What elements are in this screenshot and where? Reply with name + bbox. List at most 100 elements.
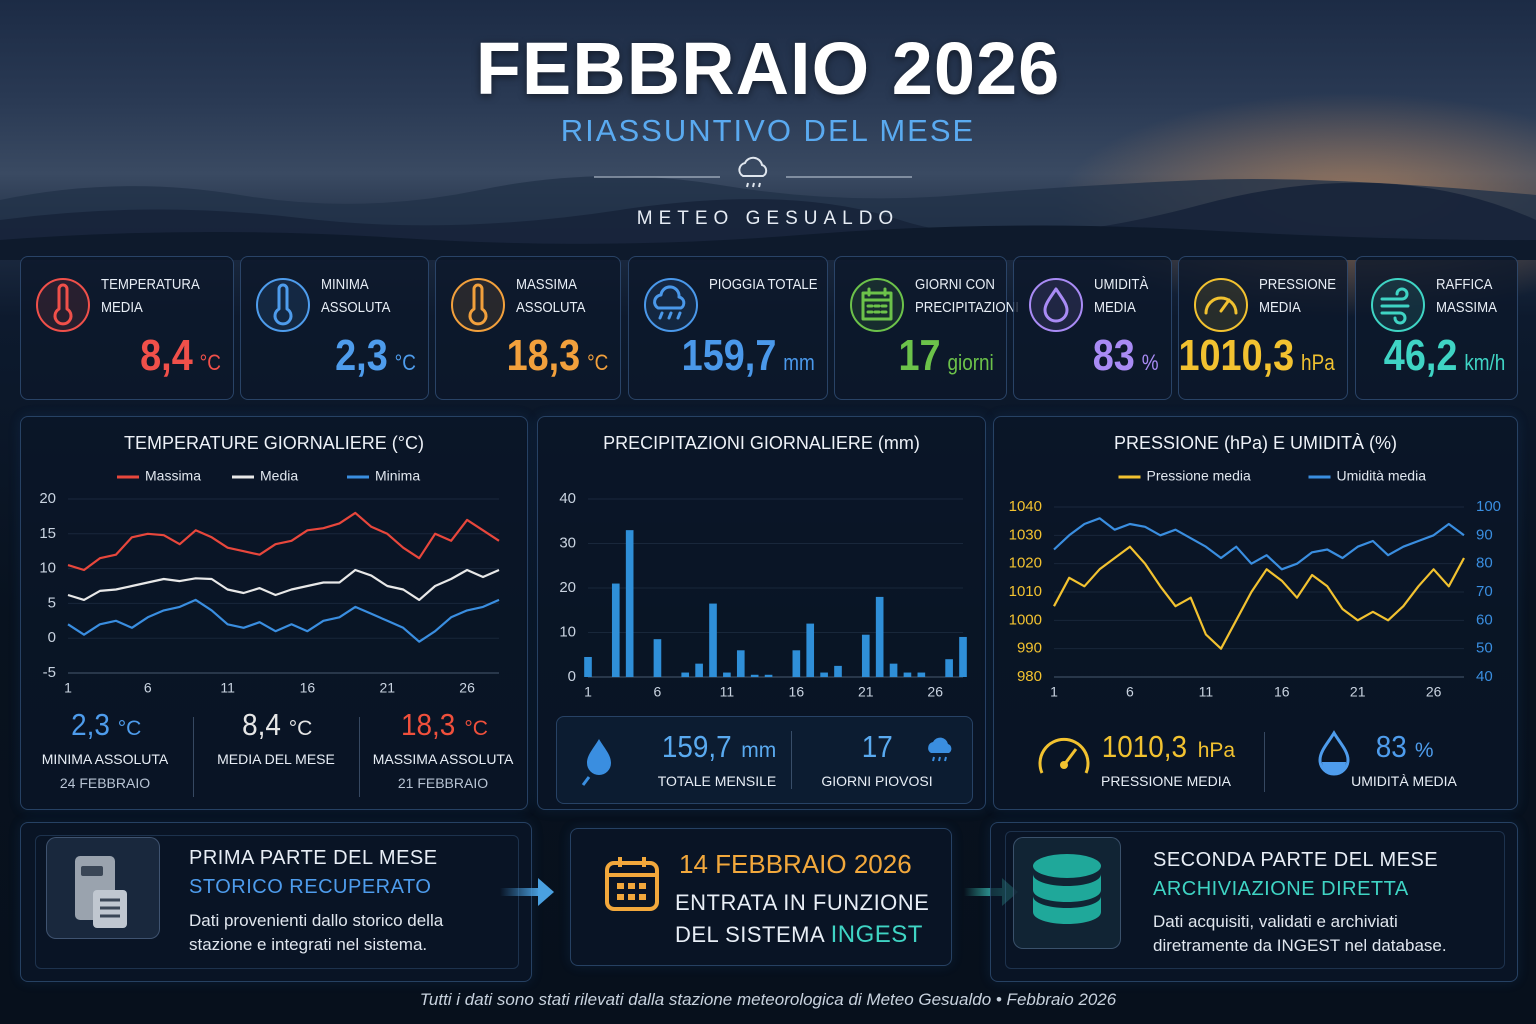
database-icon-box: [1013, 837, 1121, 949]
subtitle: RIASSUNTIVO DEL MESE: [560, 113, 976, 148]
stat-unit: °C: [464, 717, 488, 740]
x-tick-label: 16: [300, 680, 316, 696]
y2-tick-label: 60: [1476, 611, 1493, 628]
inner-frame: [35, 835, 519, 969]
stat-unit: mm: [741, 739, 777, 762]
stat-value-row: 2,3 °C: [21, 707, 189, 743]
bar: [889, 663, 898, 677]
stat-value: 17: [861, 729, 893, 764]
bar: [723, 672, 731, 677]
kpi-value: 46,2: [1383, 331, 1458, 380]
bar: [584, 656, 592, 677]
icon-glyph: [53, 283, 73, 326]
bar: [861, 634, 870, 677]
icon-glyph: [1043, 287, 1069, 323]
chart: PRESSIONE (hPa) E UMIDITÀ (%) 980 990 1000 1…: [1009, 433, 1501, 700]
y-tick-label: 20: [39, 490, 56, 507]
card-highlight: STORICO RECUPERATO: [189, 876, 432, 898]
card-title: SECONDA PARTE DEL MESE: [1153, 849, 1439, 871]
y2-tick-label: 70: [1476, 583, 1493, 600]
divider: [1264, 732, 1265, 792]
kpi-value: 8,4: [140, 331, 193, 380]
kpi-value: 83: [1093, 331, 1136, 380]
pressure-panel: 1010,3 hPa PRESSIONE MEDIA 83% UMIDITÀ MEDIA…: [993, 416, 1518, 810]
y-tick-label: 0: [568, 668, 576, 685]
timeline-card: 14 FEBBRAIO 2026 ENTRATA IN FUNZIONE DEL…: [570, 828, 952, 966]
kpi-value-row: 83%: [1093, 331, 1159, 381]
icon-ring: [644, 278, 698, 332]
y-tick-label: -5: [43, 664, 56, 681]
icon-glyph: [861, 287, 893, 321]
kpi-value: 2,3: [335, 331, 388, 380]
y-tick-label: 40: [559, 490, 576, 507]
kpi-value: 18,3: [506, 331, 580, 380]
bar: [750, 674, 759, 677]
bar: [695, 663, 703, 677]
divider: [359, 717, 360, 797]
kpi-unit: hPa: [1301, 350, 1335, 375]
gauge-icon: [1038, 737, 1090, 774]
y2-tick-label: 40: [1476, 668, 1493, 685]
bar: [709, 603, 717, 677]
x-tick-label: 26: [927, 684, 943, 700]
temperature-panel: 2,3 °C MINIMA ASSOLUTA 24 FEBBRAIO 8,4 °C MEDI…: [20, 416, 528, 810]
divider: [193, 717, 194, 797]
icon-glyph: [273, 283, 293, 326]
x-tick-label: 6: [654, 684, 662, 700]
stat-value-row: 18,3 °C: [359, 707, 527, 743]
icon-glyph: [1380, 287, 1410, 325]
kpi-label: MINIMA ASSOLUTA: [321, 276, 391, 316]
y-tick-label: 15: [39, 525, 56, 542]
stat-label: MINIMA ASSOLUTA: [41, 751, 169, 767]
y2-tick-label: 90: [1476, 526, 1493, 543]
kpi-card: MINIMA ASSOLUTA 2,3 °C: [240, 256, 429, 400]
stat-unit: hPa: [1197, 739, 1236, 762]
kpi-unit: %: [1142, 350, 1159, 375]
kpi-value-row: 46,2 km/h: [1383, 331, 1505, 381]
rain-icon: [928, 737, 952, 762]
icon-ring: [36, 278, 90, 332]
drop-icon: [1318, 730, 1350, 776]
stat-label: GIORNI PIOVOSI: [821, 773, 933, 789]
icon-ring: [1029, 278, 1083, 332]
bar: [611, 583, 620, 677]
kpi-card: TEMPERATURA MEDIA 8,4 °C: [20, 256, 234, 400]
x-tick-label: 11: [1199, 684, 1214, 700]
kpi-value: 17: [898, 331, 941, 380]
stat-value-row: 8,4 °C: [193, 707, 359, 743]
stat-value-row: 83%: [1334, 729, 1474, 765]
kpi-icon: [451, 278, 505, 332]
switch-line: DEL SISTEMA: [675, 922, 824, 947]
kpi-card: GIORNI CON PRECIPITAZIONI 17 giorni: [834, 256, 1019, 400]
stat-value-row: 159,7 mm: [617, 729, 817, 765]
brand: METEO GESUALDO: [636, 208, 900, 229]
calendar-icon: [605, 857, 659, 911]
stat-value: 18,3: [401, 707, 456, 742]
card-text: Dati acquisiti, validati e archiviati di…: [1153, 912, 1447, 955]
y-tick-label: 10: [559, 623, 576, 640]
y-tick-label: 10: [39, 560, 56, 577]
x-tick-label: 11: [720, 684, 735, 700]
kpi-label: RAFFICA MASSIMA: [1436, 276, 1497, 316]
legend-label: Minima: [375, 468, 420, 484]
kpi-icon: [1371, 278, 1425, 332]
kpi-unit: mm: [783, 350, 815, 375]
database-icon: [1033, 854, 1101, 924]
switch-highlight: INGEST: [830, 921, 923, 948]
stat-value: 159,7: [661, 729, 732, 764]
y-tick-label: 20: [559, 579, 576, 596]
card-text: Dati provenienti dallo storico della sta…: [189, 911, 444, 954]
stat-unit: °C: [288, 717, 313, 740]
stat-value: 2,3: [70, 707, 110, 742]
kpi-value-row: 159,7 mm: [682, 331, 815, 381]
arrow: [500, 878, 554, 906]
kpi-value-row: 17 giorni: [899, 331, 994, 381]
bar: [806, 623, 815, 677]
x-tick-label: 6: [144, 680, 152, 696]
x-tick-label: 16: [1274, 684, 1290, 700]
y-tick-label: 5: [48, 594, 56, 611]
x-tick-label: 1: [1050, 684, 1058, 700]
precipitation-panel: 159,7 mm TOTALE MENSILE 17 GIORNI PIOVOSI PR…: [537, 416, 986, 810]
bar: [764, 674, 773, 677]
